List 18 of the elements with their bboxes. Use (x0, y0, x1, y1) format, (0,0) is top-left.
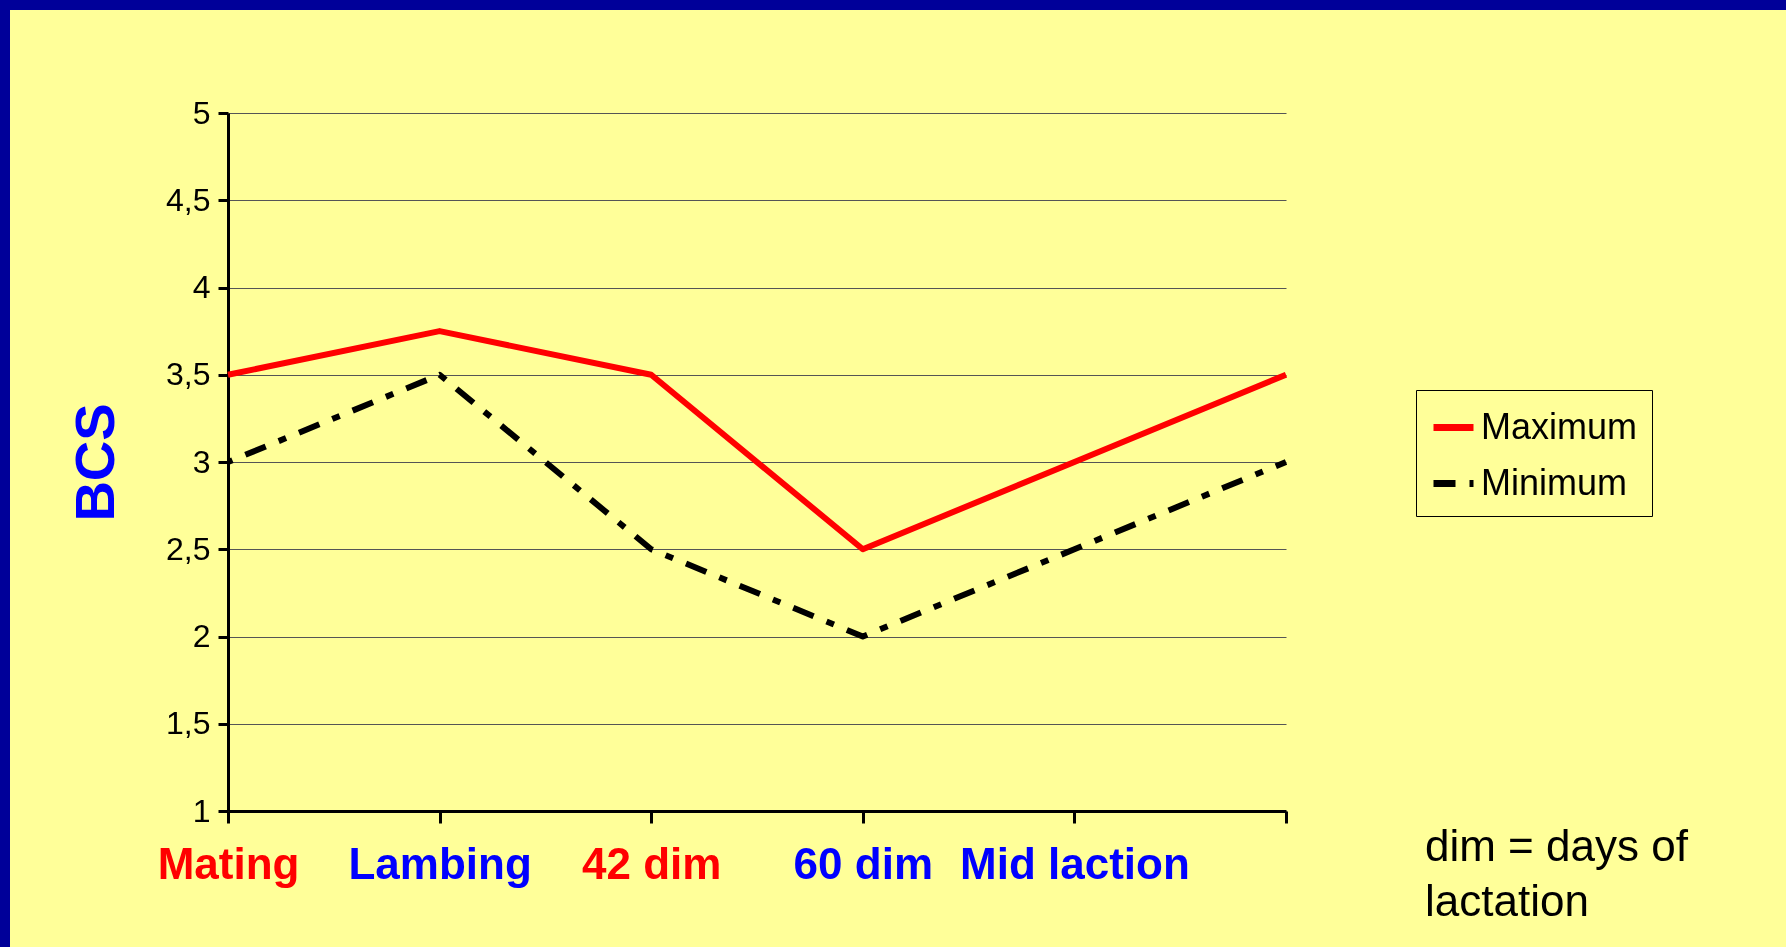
y-tick-label: 1,5 (166, 705, 211, 742)
legend-label: Minimum (1481, 461, 1628, 503)
y-tick-label: 2,5 (166, 530, 211, 567)
y-tick-label: 2 (192, 618, 211, 654)
y-tick-label: 4 (192, 269, 211, 305)
y-tick-label: 3,5 (166, 356, 211, 393)
x-tick-label: 42 dim (582, 838, 722, 888)
y-tick-label: 5 (192, 94, 211, 131)
x-tick-label: Mating (157, 838, 300, 888)
y-tick-label: 4,5 (166, 181, 211, 218)
x-tick-label: 60 dim (793, 838, 933, 888)
x-tick-label: Mid laction (960, 838, 1190, 888)
text: dim = days of lactation (1425, 820, 1689, 927)
legend-label: Maximum (1481, 405, 1638, 447)
x-tick-label: Lambing (348, 838, 532, 888)
y-axis-title: BCS (63, 403, 127, 522)
y-tick-label: 3 (192, 443, 211, 480)
y-tick-label: 1 (192, 792, 211, 829)
